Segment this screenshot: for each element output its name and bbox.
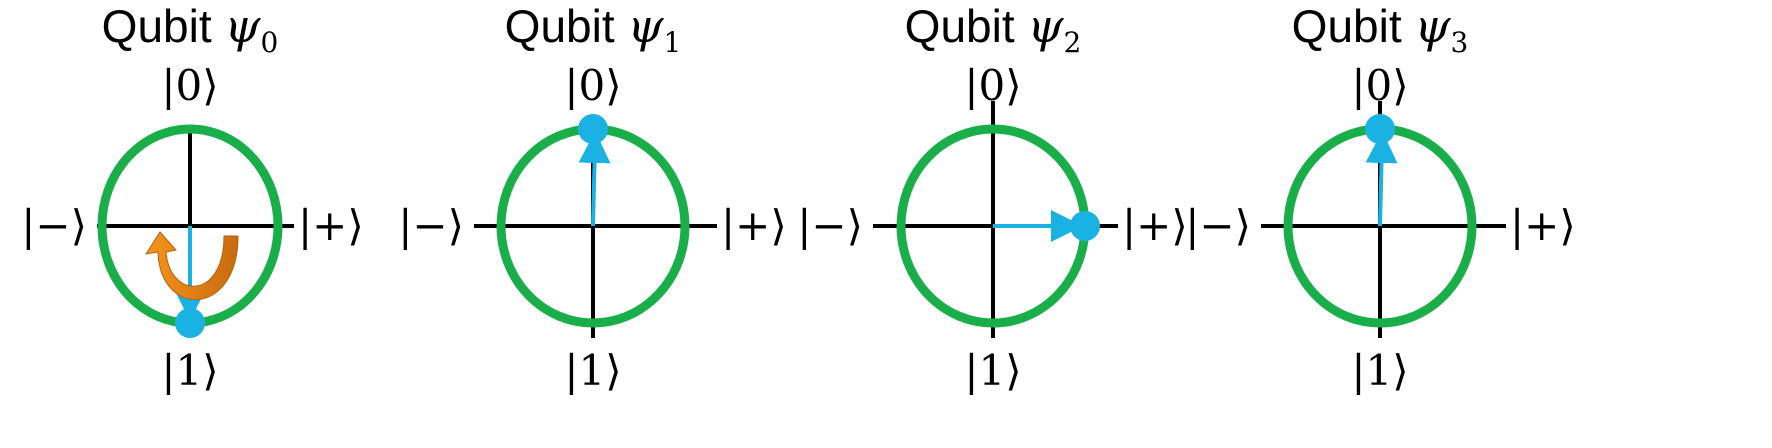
flip-arrow [144,231,239,300]
panel-title: Qubit ψ3 [1292,0,1469,59]
ket-minus-label: |−⟩ [1185,201,1251,250]
ket-minus-label: |−⟩ [21,201,87,250]
state-dot [578,114,608,144]
title-symbol: ψ [1414,0,1451,53]
title-prefix: Qubit [102,0,225,52]
ket-zero-label: |0⟩ [964,61,1021,110]
ket-one-label: |1⟩ [1351,346,1408,395]
title-subscript: 3 [1450,26,1468,59]
panel-title: Qubit ψ0 [102,0,279,59]
ket-plus-label: |+⟩ [1510,201,1576,250]
state-dot [175,308,205,338]
state-dot [1070,211,1100,241]
state-dot [1365,114,1395,144]
ket-zero-label: |0⟩ [564,61,621,110]
title-subscript: 0 [260,26,278,59]
ket-minus-label: |−⟩ [797,201,863,250]
ket-zero-label: |0⟩ [161,61,218,110]
panel-title: Qubit ψ2 [905,0,1082,59]
title-subscript: 2 [1063,26,1081,59]
panel-title: Qubit ψ1 [505,0,682,59]
title-symbol: ψ [627,0,664,53]
ket-zero-label: |0⟩ [1351,61,1408,110]
title-symbol: ψ [224,0,261,53]
ket-plus-label: |+⟩ [298,201,364,250]
title-symbol: ψ [1027,0,1064,53]
ket-one-label: |1⟩ [564,346,621,395]
ket-one-label: |1⟩ [161,346,218,395]
state-vector-arrow [578,131,611,227]
ket-plus-label: |+⟩ [721,201,787,250]
ket-minus-label: |−⟩ [398,201,464,250]
title-prefix: Qubit [505,0,628,52]
ket-plus-label: |+⟩ [1122,201,1188,250]
ket-one-label: |1⟩ [964,346,1021,395]
title-prefix: Qubit [905,0,1028,52]
state-vector-arrow [1365,131,1398,227]
title-subscript: 1 [663,26,681,59]
title-prefix: Qubit [1292,0,1415,52]
